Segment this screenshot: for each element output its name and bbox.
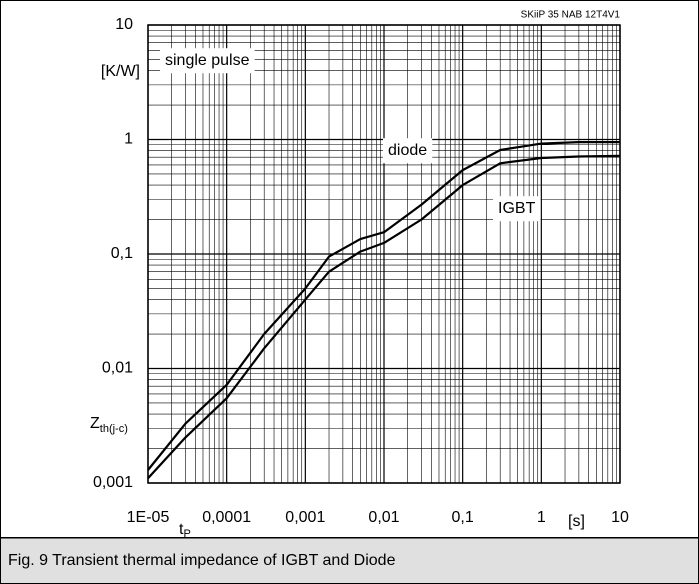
x-tick-label: 0,1 bbox=[452, 509, 474, 526]
caption: Fig. 9 Transient thermal impedance of IG… bbox=[8, 552, 396, 569]
annotation-text: single pulse bbox=[165, 52, 250, 69]
x-tick-label: 1E-05 bbox=[127, 509, 170, 526]
y-label: Zth(j-c) bbox=[90, 415, 128, 435]
annotation-text: diode bbox=[388, 142, 427, 159]
x-tick-label: 0,001 bbox=[285, 509, 325, 526]
y-tick-label: 0,1 bbox=[111, 245, 133, 262]
x-label-main: t bbox=[179, 521, 184, 538]
y-unit: [K/W] bbox=[101, 63, 140, 80]
x-tick-label: 0,0001 bbox=[202, 509, 251, 526]
x-label-sub: P bbox=[183, 528, 190, 540]
y-tick-label: 0,001 bbox=[93, 474, 133, 491]
x-tick-label: 1 bbox=[537, 509, 546, 526]
y-label-main: Z bbox=[90, 415, 100, 432]
series-line bbox=[147, 154, 621, 480]
x-tick-label: 0,01 bbox=[368, 509, 399, 526]
annotation: single pulse bbox=[160, 48, 255, 74]
x-tick-label: 10 bbox=[611, 509, 629, 526]
header: SKiiP 35 NAB 12T4V1 bbox=[521, 10, 621, 21]
annotation-bg bbox=[383, 138, 433, 164]
x-label: tP bbox=[179, 521, 191, 540]
annotation-bg bbox=[160, 48, 255, 74]
series-line bbox=[147, 141, 620, 471]
y-label-sub: th(j-c) bbox=[100, 423, 128, 435]
x-unit: [s] bbox=[568, 513, 585, 530]
y-tick-label: 10 bbox=[115, 16, 133, 33]
frame bbox=[0, 0, 699, 538]
y-tick-label: 0,01 bbox=[102, 360, 133, 377]
caption-box bbox=[0, 537, 699, 584]
annotation: diode bbox=[383, 138, 433, 164]
plot-border bbox=[147, 24, 621, 484]
annotation-text: IGBT bbox=[498, 200, 536, 217]
y-tick-label: 1 bbox=[124, 131, 133, 148]
annotation: IGBT bbox=[493, 196, 541, 222]
annotation-bg bbox=[493, 196, 541, 222]
